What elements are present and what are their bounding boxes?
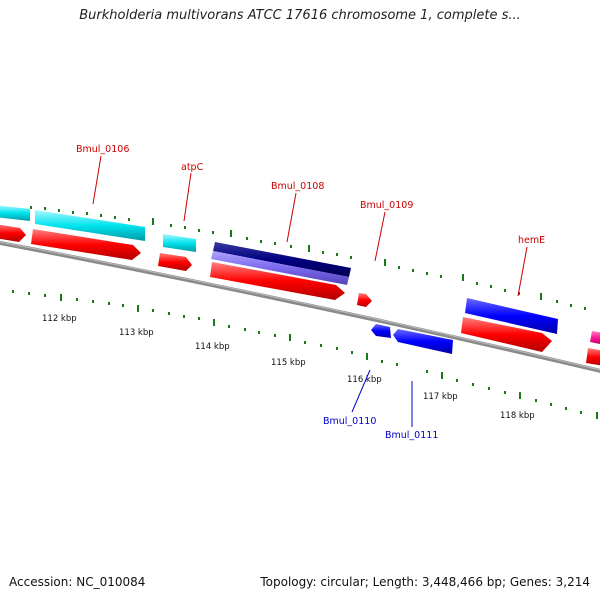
feature-blue-bmul0110 xyxy=(371,324,391,338)
bottom-labels: Bmul_0110 Bmul_0111 xyxy=(323,369,438,441)
feature-red-hemE xyxy=(461,317,552,352)
inner-tick-ring xyxy=(12,290,598,419)
feature-red-bmul0109 xyxy=(357,293,372,307)
scale-labels: 112 kbp 113 kbp 114 kbp 115 kbp 116 kbp … xyxy=(42,314,535,421)
feature-red-edge xyxy=(586,348,600,366)
tick-label-116: 116 kbp xyxy=(347,375,382,385)
feature-red-bmul0106 xyxy=(31,229,141,260)
feature-purple-bmul0108 xyxy=(211,251,349,285)
accession-text: Accession: NC_010084 xyxy=(9,575,146,589)
map-title: Burkholderia multivorans ATCC 17616 chro… xyxy=(79,8,521,23)
feature-red-bmul0108 xyxy=(210,262,345,300)
genome-summary-text: Topology: circular; Length: 3,448,466 bp… xyxy=(260,575,590,589)
label-atpC: atpC xyxy=(181,162,204,173)
label-bmul0110: Bmul_0110 xyxy=(323,416,376,427)
feature-red-1 xyxy=(0,224,26,242)
tick-label-117: 117 kbp xyxy=(423,392,458,402)
label-bmul0109: Bmul_0109 xyxy=(360,200,413,211)
rna-features[interactable] xyxy=(211,242,351,285)
blue-cds-features[interactable] xyxy=(371,298,558,354)
tick-label-115: 115 kbp xyxy=(271,358,306,368)
top-labels: Bmul_0106 atpC Bmul_0108 Bmul_0109 hemE xyxy=(76,144,545,297)
feature-blue-bmul0111 xyxy=(393,329,453,354)
feature-cyan-1 xyxy=(0,205,30,221)
feature-cyan-2 xyxy=(35,210,145,241)
chromosome-backbone xyxy=(0,240,600,373)
label-hemE: hemE xyxy=(518,235,545,246)
feature-navy-bmul0108 xyxy=(213,242,351,277)
feature-cyan-3 xyxy=(163,234,196,252)
reverse-cds-features[interactable] xyxy=(0,224,600,366)
label-bmul0111: Bmul_0111 xyxy=(385,430,438,441)
feature-red-atpC xyxy=(158,253,192,271)
feature-magenta-edge[interactable] xyxy=(590,331,600,345)
forward-cds-features[interactable] xyxy=(0,205,196,252)
label-bmul0108: Bmul_0108 xyxy=(271,181,324,192)
tick-label-118: 118 kbp xyxy=(500,411,535,421)
tick-label-113: 113 kbp xyxy=(119,328,154,338)
label-bmul0106: Bmul_0106 xyxy=(76,144,129,155)
chromosome-backbone-highlight xyxy=(0,241,600,371)
tick-label-112: 112 kbp xyxy=(42,314,77,324)
tick-label-114: 114 kbp xyxy=(195,342,230,352)
feature-blue-hemE xyxy=(465,298,558,334)
outer-tick-ring xyxy=(30,206,586,310)
